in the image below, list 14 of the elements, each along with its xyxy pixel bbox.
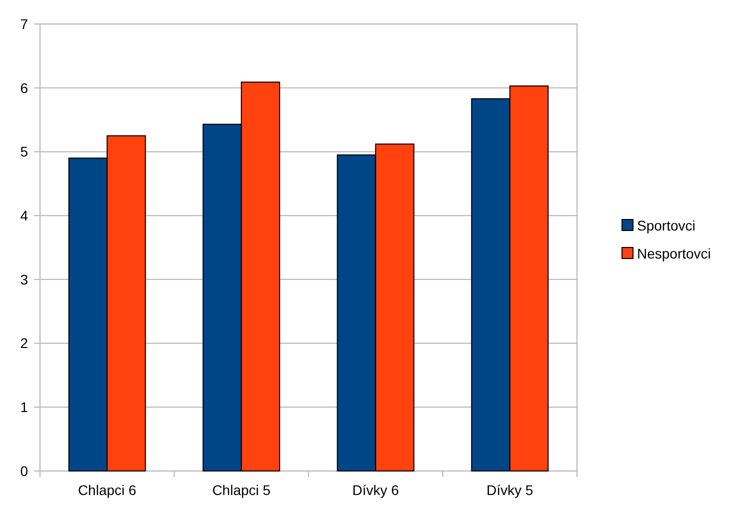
y-tick-label: 5 — [20, 144, 28, 160]
y-tick-label: 1 — [20, 399, 28, 416]
x-tick-label: Dívky 6 — [352, 482, 400, 498]
y-tick-label: 7 — [20, 16, 28, 32]
y-tick-label: 4 — [20, 207, 28, 224]
y-tick-label: 0 — [20, 462, 28, 479]
x-tick-label: Dívky 5 — [486, 482, 534, 498]
legend-label: Sportovci — [637, 217, 696, 234]
y-tick-label: 2 — [20, 335, 28, 352]
y-tick-label: 3 — [20, 271, 28, 288]
x-tick-label: Chlapci 5 — [212, 482, 271, 498]
x-tick-label: Chlapci 6 — [78, 482, 137, 498]
legend-label: Nesportovci — [637, 245, 711, 262]
y-tick-label: 6 — [20, 80, 28, 96]
